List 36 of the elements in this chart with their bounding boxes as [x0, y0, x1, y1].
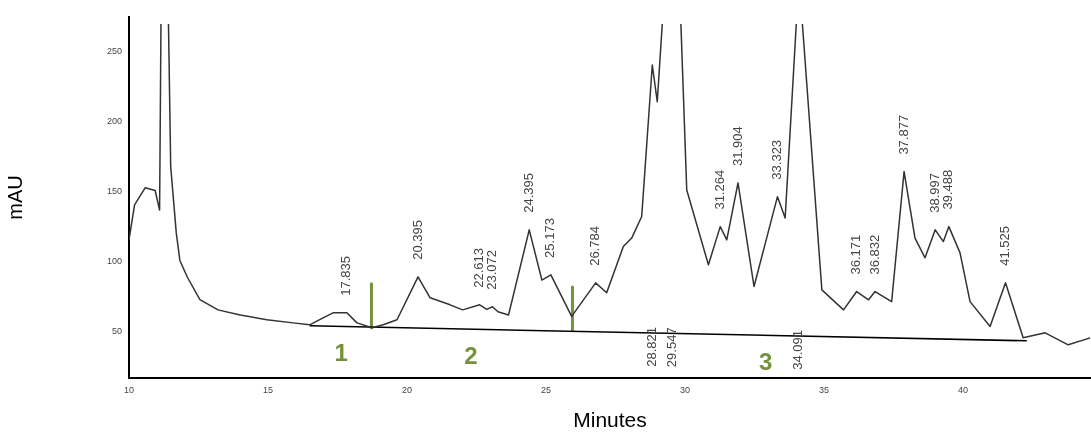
- y-tick-label: 200: [106, 116, 122, 127]
- x-tick-label: 40: [958, 384, 969, 395]
- y-axis-title: mAU: [3, 175, 26, 220]
- annotation: 34.091: [790, 330, 806, 370]
- y-tick-label: 100: [106, 256, 122, 267]
- y-tick-label: 50: [111, 326, 122, 337]
- x-tick-label: 15: [263, 384, 274, 395]
- x-tick-label: 20: [402, 384, 413, 395]
- annotation: 20.395: [409, 220, 425, 260]
- annotation: 23.072: [484, 250, 500, 290]
- annotation: 29.547: [664, 327, 680, 368]
- annotation: 31.264: [711, 169, 727, 210]
- annotation: 3: [759, 347, 773, 375]
- annotation: 36.832: [866, 234, 882, 275]
- annotation: 17.835: [338, 256, 354, 296]
- annotation: 38.997: [926, 173, 942, 213]
- annotation: 41.525: [997, 226, 1013, 266]
- annotation: 28.821: [643, 326, 659, 367]
- annotation: 22.613: [471, 248, 487, 288]
- annotation: 31.904: [729, 126, 745, 166]
- annotation: 1: [334, 339, 348, 367]
- x-tick-label: 35: [819, 384, 830, 395]
- annotation: 2: [464, 341, 478, 369]
- annotation: 37.877: [895, 114, 911, 155]
- annotation: 26.784: [587, 226, 603, 266]
- x-tick-label: 10: [123, 384, 135, 395]
- y-tick-label: 250: [106, 46, 122, 57]
- annotation: 25.173: [542, 218, 558, 258]
- x-tick-label: 30: [680, 384, 691, 395]
- x-axis-title: Minutes: [573, 408, 647, 432]
- annotation: 33.323: [769, 139, 785, 180]
- annotation: 36.171: [848, 234, 864, 275]
- annotation: 24.395: [520, 173, 536, 213]
- x-tick-label: 25: [541, 384, 552, 395]
- y-tick-label: 150: [106, 186, 122, 197]
- annotation: 39.488: [940, 169, 956, 210]
